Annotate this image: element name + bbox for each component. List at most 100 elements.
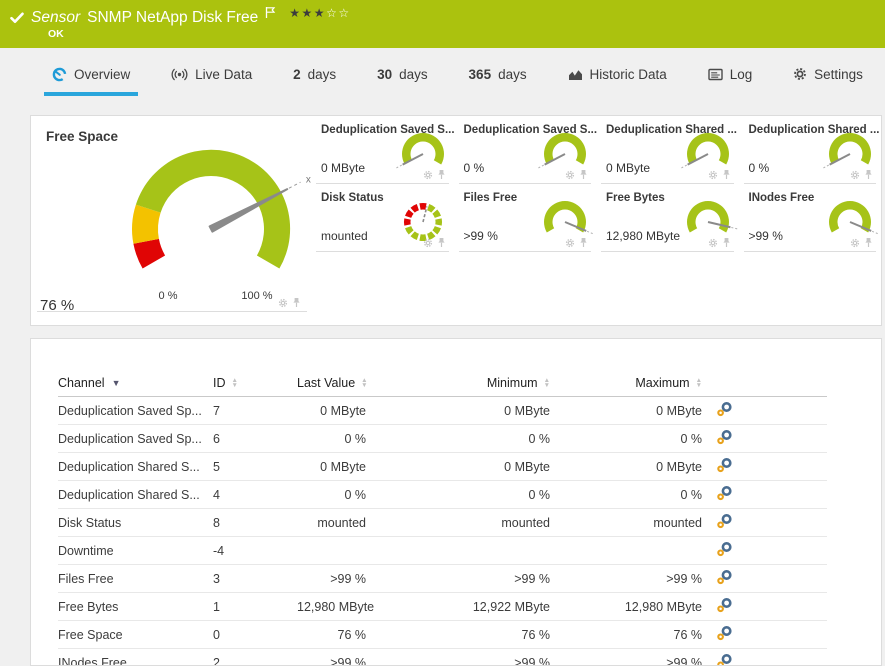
cell-last: >99 % xyxy=(297,565,378,593)
cell-min: 0 MByte xyxy=(378,397,562,425)
channel-settings-button[interactable] xyxy=(714,399,735,422)
star-icon[interactable]: ★ xyxy=(302,6,314,20)
cell-id: 5 xyxy=(213,453,297,481)
column-label: Maximum xyxy=(635,376,689,390)
cell-channel: Deduplication Saved Sp... xyxy=(58,425,213,453)
tab-log[interactable]: Log xyxy=(700,48,761,100)
cell-max: 0 % xyxy=(562,425,714,453)
sensor-title: SNMP NetApp Disk Free xyxy=(87,9,258,27)
pin-icon[interactable] xyxy=(437,237,446,248)
pin-icon[interactable] xyxy=(864,169,873,180)
mini-gauge-value: 12,980 MByte xyxy=(606,229,680,243)
tab-2-days[interactable]: 2days xyxy=(285,48,344,100)
free-space-gauge-cell: Free Space x0 %100 % 76 % xyxy=(31,116,311,325)
tab-30-days[interactable]: 30days xyxy=(369,48,436,100)
mini-gauge-cell: Deduplication Shared ...0 MByte xyxy=(596,116,739,184)
tab-settings[interactable]: Settings xyxy=(785,48,871,100)
gauge-marker-line xyxy=(289,182,301,188)
mini-gauge-value: 0 % xyxy=(464,161,485,175)
channel-settings-button[interactable] xyxy=(714,623,735,646)
column-header-id[interactable]: ID▲▼ xyxy=(213,369,297,397)
pin-icon[interactable] xyxy=(864,237,873,248)
gear-icon[interactable] xyxy=(423,170,433,180)
star-icon[interactable]: ☆ xyxy=(338,6,350,20)
column-header-channel[interactable]: Channel▼ xyxy=(58,369,213,397)
cell-divider xyxy=(459,251,592,252)
channels-panel: Channel▼ID▲▼Last Value▲▼Minimum▲▼Maximum… xyxy=(30,338,882,666)
cell-channel: Deduplication Shared S... xyxy=(58,453,213,481)
priority-stars[interactable]: ★★★☆☆ xyxy=(289,6,350,20)
cell-divider xyxy=(316,251,449,252)
star-icon[interactable]: ★ xyxy=(289,6,301,20)
mini-gauge-title: Free Bytes xyxy=(606,192,665,204)
channel-settings-button[interactable] xyxy=(714,539,735,562)
channel-settings-button[interactable] xyxy=(714,455,735,478)
cell-channel: Disk Status xyxy=(58,509,213,537)
tab-label: Overview xyxy=(74,67,130,82)
tab-overview[interactable]: Overview xyxy=(44,48,138,100)
tab-historic-data[interactable]: Historic Data xyxy=(560,48,675,100)
cell-last: 12,980 MByte xyxy=(297,593,378,621)
channel-settings-button[interactable] xyxy=(714,651,735,666)
cell-channel: Downtime xyxy=(58,537,213,565)
channel-settings-button[interactable] xyxy=(714,427,735,450)
column-header-last[interactable]: Last Value▲▼ xyxy=(297,369,378,397)
cell-id: 7 xyxy=(213,397,297,425)
tab-live-data[interactable]: Live Data xyxy=(163,48,260,100)
cell-min: 0 % xyxy=(378,425,562,453)
sort-icon: ▲▼ xyxy=(232,378,238,388)
channel-settings-button[interactable] xyxy=(714,567,735,590)
tab-365-days[interactable]: 365 days xyxy=(461,48,535,100)
gear-icon[interactable] xyxy=(708,238,718,248)
cell-channel: Free Bytes xyxy=(58,593,213,621)
gear-icon[interactable] xyxy=(423,238,433,248)
pin-icon[interactable] xyxy=(292,297,301,308)
mini-gauge-title: Disk Status xyxy=(321,192,384,204)
gear-icon[interactable] xyxy=(850,238,860,248)
mini-gauge-grid: Deduplication Saved S...0 MByteDeduplica… xyxy=(311,116,881,252)
cell-id: -4 xyxy=(213,537,297,565)
column-label: Minimum xyxy=(487,376,538,390)
mini-gauge-title: Deduplication Saved S... xyxy=(321,124,455,136)
gear-icon[interactable] xyxy=(850,170,860,180)
mini-gauge-cell: Free Bytes 12,980 MByte xyxy=(596,184,739,252)
tab-number: 365 xyxy=(469,67,492,82)
pin-icon[interactable] xyxy=(437,169,446,180)
mini-gauge-cell: Deduplication Saved S...0 % xyxy=(454,116,597,184)
mini-gauge-value: >99 % xyxy=(749,229,783,243)
gauges-panel: Free Space x0 %100 % 76 % Deduplication … xyxy=(30,115,882,326)
channel-settings-button[interactable] xyxy=(714,483,735,506)
mini-gauge-title: INodes Free xyxy=(749,192,815,204)
pin-icon[interactable] xyxy=(722,237,731,248)
historic-icon xyxy=(568,68,583,81)
tab-label: Settings xyxy=(814,67,863,82)
gear-icon[interactable] xyxy=(565,238,575,248)
cell-max: 0 MByte xyxy=(562,453,714,481)
star-icon[interactable]: ★ xyxy=(314,6,326,20)
cell-max: 0 % xyxy=(562,481,714,509)
gear-icon[interactable] xyxy=(708,170,718,180)
cell-max: mounted xyxy=(562,509,714,537)
gear-icon[interactable] xyxy=(278,298,288,308)
mini-gauge-cell: Files Free>99 % xyxy=(454,184,597,252)
pin-icon[interactable] xyxy=(579,169,588,180)
cell-min: 12,922 MByte xyxy=(378,593,562,621)
cell-channel: Deduplication Saved Sp... xyxy=(58,397,213,425)
tab-label: days xyxy=(498,67,527,82)
column-header-max[interactable]: Maximum▲▼ xyxy=(562,369,714,397)
sensor-status-badge: OK xyxy=(48,28,64,40)
mini-gauge-value: 0 MByte xyxy=(606,161,650,175)
gear-icon[interactable] xyxy=(565,170,575,180)
pin-icon[interactable] xyxy=(722,169,731,180)
broadcast-icon xyxy=(171,68,188,81)
cell-id: 6 xyxy=(213,425,297,453)
channel-settings-button[interactable] xyxy=(714,511,735,534)
flag-icon[interactable] xyxy=(265,6,276,24)
star-icon[interactable]: ☆ xyxy=(326,6,338,20)
tab-label: Live Data xyxy=(195,67,252,82)
column-header-min[interactable]: Minimum▲▼ xyxy=(378,369,562,397)
table-row: Deduplication Saved Sp...70 MByte0 MByte… xyxy=(58,397,827,425)
pin-icon[interactable] xyxy=(579,237,588,248)
channel-settings-button[interactable] xyxy=(714,595,735,618)
mini-gauge-value: mounted xyxy=(321,229,368,243)
